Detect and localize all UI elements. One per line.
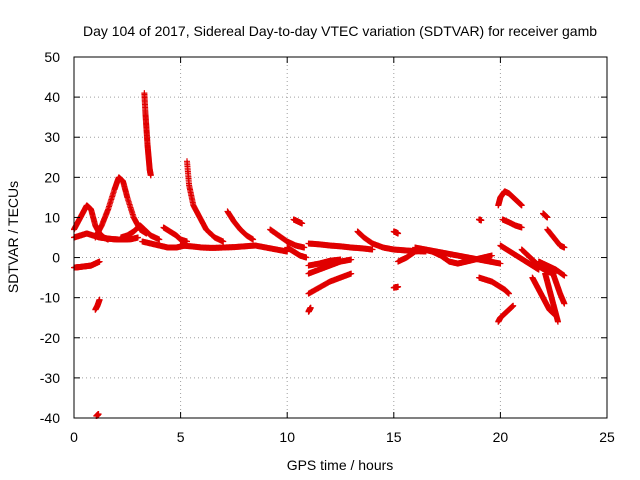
data-points xyxy=(71,90,568,419)
data-point xyxy=(303,254,310,261)
series-arc17 xyxy=(305,240,376,253)
data-point xyxy=(96,296,103,303)
series-arc7 xyxy=(117,222,163,243)
data-point xyxy=(348,256,355,263)
data-point xyxy=(348,270,355,277)
data-point xyxy=(561,244,568,251)
x-tick-label: 15 xyxy=(386,429,402,445)
series-arc30 xyxy=(495,188,525,209)
data-point xyxy=(96,258,103,265)
chart-title: Day 104 of 2017, Sidereal Day-to-day VTE… xyxy=(83,23,597,39)
series-arc31 xyxy=(499,216,525,231)
plot-frame xyxy=(73,56,608,419)
data-point xyxy=(301,244,308,251)
series-arc37 xyxy=(544,226,568,251)
data-point xyxy=(510,302,517,309)
data-point xyxy=(488,252,495,259)
series-arc20 xyxy=(305,270,355,297)
series-arc3 xyxy=(71,258,103,271)
data-point xyxy=(147,172,154,179)
y-tick-label: -10 xyxy=(40,290,60,306)
data-point xyxy=(478,217,485,224)
series-arc39 xyxy=(535,258,568,279)
data-point xyxy=(95,410,102,417)
series-arc22 xyxy=(354,228,429,255)
data-point xyxy=(561,272,568,279)
x-axis-label: GPS time / hours xyxy=(287,457,394,473)
data-point xyxy=(518,202,525,209)
data-point xyxy=(518,224,525,231)
series-arc26 xyxy=(412,244,504,267)
series-arc19 xyxy=(305,256,355,277)
series-arc6 xyxy=(92,174,150,241)
series-arc11 xyxy=(183,158,227,245)
data-point xyxy=(134,234,141,241)
x-tick-label: 5 xyxy=(177,429,185,445)
y-tick-label: 0 xyxy=(52,250,60,266)
y-tick-label: 10 xyxy=(44,209,60,225)
y-tick-label: 20 xyxy=(44,169,60,185)
data-point xyxy=(307,304,314,311)
series-arc24 xyxy=(390,283,402,291)
series-arc28 xyxy=(476,274,512,297)
y-axis-label: SDTVAR / TECUs xyxy=(5,181,21,293)
series-arc5 xyxy=(93,410,102,419)
data-point xyxy=(561,300,568,307)
series-arc32 xyxy=(497,242,542,273)
x-tick-label: 10 xyxy=(279,429,295,445)
data-point xyxy=(156,236,163,243)
data-point xyxy=(497,260,504,267)
y-tick-label: -20 xyxy=(40,330,60,346)
x-tick-label: 0 xyxy=(70,429,78,445)
series-arc4 xyxy=(92,296,103,313)
series-arc13 xyxy=(224,208,257,243)
series-arc35 xyxy=(542,270,561,325)
series-arc36 xyxy=(540,210,551,221)
y-tick-label: 30 xyxy=(44,129,60,145)
series-arc27 xyxy=(476,216,485,224)
series-arc2 xyxy=(71,230,141,243)
tick-labels: 0 5 10 15 20 25 -40 -30 -20 -10 0 10 20 30 40 50 xyxy=(40,49,615,445)
series-arc8 xyxy=(141,90,154,179)
series-arc23 xyxy=(390,228,402,237)
x-tick-label: 25 xyxy=(599,429,615,445)
series-arc21 xyxy=(305,304,314,315)
data-point xyxy=(395,230,402,237)
series-arc10 xyxy=(160,224,190,245)
y-tick-label: 40 xyxy=(44,89,60,105)
series-arc12 xyxy=(177,242,291,255)
data-point xyxy=(250,236,257,243)
series-arc16 xyxy=(290,216,306,227)
series-arc14 xyxy=(267,226,308,251)
y-tick-label: 50 xyxy=(44,49,60,65)
data-point xyxy=(220,238,227,245)
data-point xyxy=(554,318,561,325)
data-point xyxy=(395,283,402,290)
y-tick-label: -40 xyxy=(40,410,60,426)
series-arc29 xyxy=(495,302,517,325)
data-point xyxy=(299,220,306,227)
y-tick-label: -30 xyxy=(40,370,60,386)
data-point xyxy=(505,290,512,297)
series-arc15 xyxy=(284,244,310,261)
series-arc34 xyxy=(529,274,557,317)
data-point xyxy=(369,246,376,253)
axis-ticks xyxy=(73,56,608,419)
x-tick-label: 20 xyxy=(493,429,509,445)
data-point xyxy=(544,214,551,221)
